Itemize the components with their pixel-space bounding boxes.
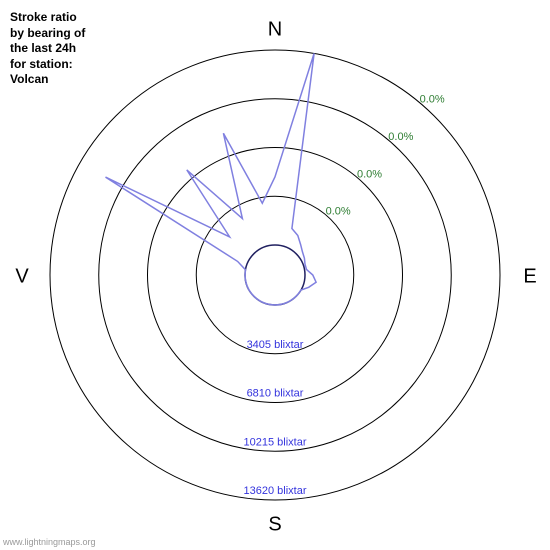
ratio-label: 0.0%	[388, 131, 413, 143]
grid-ring	[196, 196, 354, 354]
compass-n: N	[268, 18, 282, 40]
ratio-label: 0.0%	[357, 168, 382, 180]
count-label: 3405 blixtar	[247, 339, 304, 351]
compass-e: E	[523, 265, 536, 287]
data-polygon	[106, 53, 317, 305]
ratio-label: 0.0%	[420, 94, 445, 106]
compass-v: V	[15, 265, 29, 287]
count-label: 10215 blixtar	[244, 436, 307, 448]
compass-s: S	[268, 513, 281, 535]
grid-ring	[148, 148, 403, 403]
count-label: 13620 blixtar	[244, 485, 307, 497]
ratio-label: 0.0%	[326, 206, 351, 218]
count-label: 6810 blixtar	[247, 388, 304, 400]
grid-ring	[50, 50, 500, 500]
polar-chart: N E S V 0.0% 0.0% 0.0% 0.0% 3405 blixtar 6810 b…	[0, 0, 550, 550]
